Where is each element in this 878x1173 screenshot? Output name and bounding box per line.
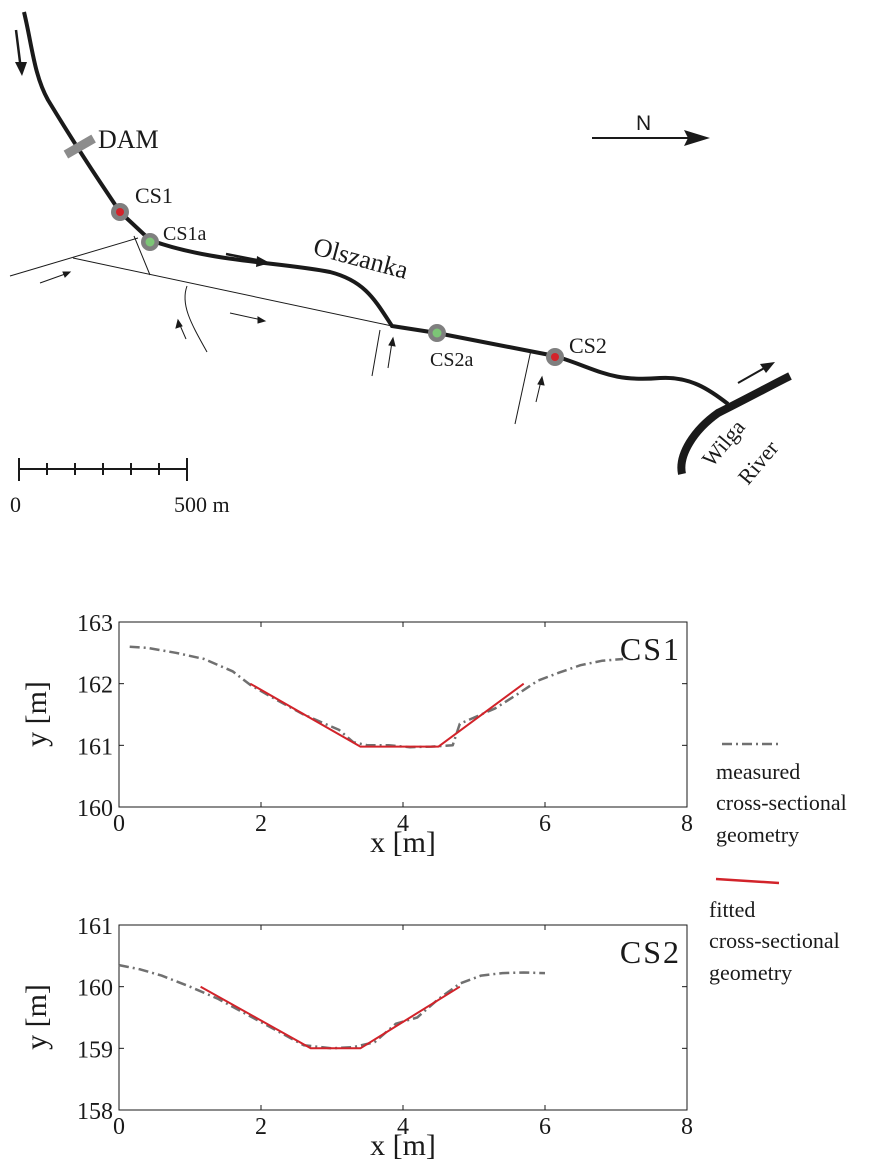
chart-cs1-xtick-label: 4	[397, 811, 409, 837]
chart-cs2-frame	[118, 924, 688, 1111]
site-cs1a: CS1a	[141, 223, 206, 251]
chart-cs2-series	[118, 963, 546, 1050]
legend: measured cross-sectional geometry fitted…	[709, 742, 847, 985]
chart-cs1-ytick-label: 161	[77, 734, 113, 760]
chart-cs1-xtick-label: 0	[113, 811, 125, 837]
olszanka-upstream-channel	[22, 11, 152, 242]
chart-cs1-xtick-label: 6	[539, 811, 551, 837]
site-cs1a-label: CS1a	[163, 223, 206, 245]
small-flow-arrows	[39, 271, 545, 403]
site-cs2a-label: CS2a	[430, 349, 473, 371]
river-name-label-line2: River	[733, 435, 784, 489]
chart-cs2-ticks: 0 2 4 6 8 158 159 160 161	[77, 914, 693, 1140]
chart-cs2-xtick-label: 4	[397, 1114, 409, 1140]
stream-flow-arrow-head	[256, 256, 270, 267]
chart-cs1-frame	[118, 621, 688, 808]
chart-cs1-ytick-label: 160	[77, 796, 113, 822]
scale-bar	[18, 458, 188, 481]
chart-cs2: 0 2 4 6 8 158 159 160 161 CS2 x [m] y [m]	[20, 914, 693, 1162]
legend-fitted-line3: geometry	[709, 960, 792, 985]
chart-cs2-measured-line	[118, 963, 546, 1050]
chart-cs1-ticks: 0 2 4 6 8 160 161 162 163	[77, 611, 693, 837]
chart-cs2-xtick-label: 0	[113, 1114, 125, 1140]
chart-cs2-ytick-label: 161	[77, 914, 113, 940]
chart-cs1-fitted-line	[249, 682, 525, 748]
scale-start-label: 0	[10, 492, 21, 517]
site-cs2: CS2	[546, 333, 607, 366]
wilga-river-channel	[677, 372, 792, 475]
chart-cs1-title: CS1	[620, 631, 681, 667]
chart-cs2-ytick-label: 160	[77, 976, 113, 1002]
chart-cs2-xtick-label: 8	[681, 1114, 693, 1140]
chart-cs2-xtick-label: 2	[255, 1114, 267, 1140]
chart-cs1-xtick-label: 8	[681, 811, 693, 837]
chart-cs2-xlabel: x [m]	[370, 1129, 436, 1162]
site-cs2a: CS2a	[428, 324, 473, 371]
site-cs2-dot	[551, 353, 559, 361]
scale-end-label: 500 m	[174, 492, 230, 517]
legend-fitted-line2: cross-sectional	[709, 928, 840, 953]
north-label: N	[636, 112, 651, 135]
chart-cs2-ytick-label: 158	[77, 1099, 113, 1125]
legend-measured-line3: geometry	[716, 822, 799, 847]
north-arrow-head	[684, 130, 710, 146]
chart-cs2-ytick-label: 159	[77, 1037, 113, 1063]
wilga-flow-arrow	[737, 365, 769, 384]
location-map: DAM Olszanka Wilga River N CS1 CS1a CS2a	[9, 11, 792, 517]
site-cs2-label: CS2	[569, 333, 607, 358]
drainage-ditches	[9, 235, 532, 425]
chart-cs1-ytick-label: 163	[77, 611, 113, 637]
site-cs1: CS1	[111, 183, 173, 221]
olszanka-main-channel	[149, 238, 730, 406]
chart-cs1: 0 2 4 6 8 160 161 162 163 CS1 x [m] y [m]	[20, 611, 693, 859]
chart-cs1-ylabel: y [m]	[20, 681, 53, 747]
chart-cs1-xlabel: x [m]	[370, 826, 436, 859]
site-cs1-label: CS1	[135, 183, 173, 208]
inflow-arrow-head	[15, 62, 27, 76]
chart-cs1-xtick-label: 2	[255, 811, 267, 837]
chart-cs2-title: CS2	[620, 934, 681, 970]
legend-measured-line2: cross-sectional	[716, 790, 847, 815]
stream-name-label: Olszanka	[310, 232, 411, 285]
legend-fitted-swatch	[715, 877, 780, 885]
chart-cs2-xtick-label: 6	[539, 1114, 551, 1140]
chart-cs2-ylabel: y [m]	[20, 984, 53, 1050]
chart-cs1-measured-line	[129, 645, 624, 749]
site-cs2a-dot	[432, 328, 442, 338]
chart-cs1-series	[129, 645, 624, 749]
legend-fitted-line1: fitted	[709, 897, 755, 922]
chart-cs2-fitted-line	[200, 985, 461, 1050]
site-cs1-dot	[116, 208, 124, 216]
dam-marker	[63, 134, 96, 159]
dam-label: DAM	[98, 125, 159, 154]
wilga-flow-arrow-head	[760, 362, 775, 373]
stream-flow-arrow	[225, 252, 263, 263]
legend-measured-line1: measured	[716, 759, 800, 784]
chart-cs1-ytick-label: 162	[77, 673, 113, 699]
site-cs1a-dot	[145, 237, 155, 247]
